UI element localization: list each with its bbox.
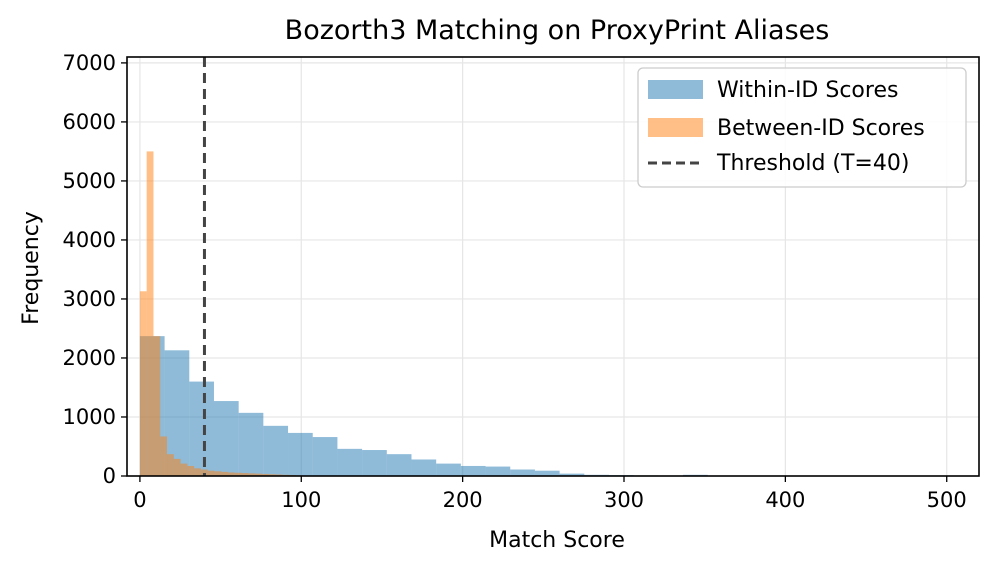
within-id-bar: [387, 454, 412, 476]
between-id-bar: [147, 151, 154, 476]
y-axis-label: Frequency: [19, 211, 44, 325]
x-tick-label: 100: [281, 488, 321, 512]
between-id-bar: [174, 459, 181, 476]
y-tick-label: 3000: [63, 287, 116, 311]
y-tick-label: 2000: [63, 346, 116, 370]
between-id-bar: [181, 464, 188, 476]
legend-label-threshold: Threshold (T=40): [716, 151, 909, 176]
within-id-bar: [411, 459, 436, 476]
within-id-bar: [486, 467, 511, 476]
y-tick-label: 4000: [63, 228, 116, 252]
between-id-bar: [187, 466, 194, 476]
x-axis-label: Match Score: [489, 528, 625, 553]
y-tick-label: 1000: [63, 405, 116, 429]
between-id-bar: [153, 336, 160, 476]
between-id-bar: [160, 436, 167, 476]
chart-title: Bozorth3 Matching on ProxyPrint Aliases: [285, 15, 830, 46]
within-id-bar: [214, 401, 239, 476]
legend: Within-ID Scores Between-ID Scores Thres…: [638, 68, 966, 187]
within-id-bar: [436, 464, 461, 476]
y-tick-label: 0: [103, 464, 116, 488]
between-id-bar: [140, 291, 147, 476]
legend-swatch-between: [648, 118, 703, 137]
y-tick-label: 5000: [63, 169, 116, 193]
between-id-bar: [167, 454, 174, 476]
within-id-bar: [189, 382, 214, 476]
x-tick-label: 300: [604, 488, 644, 512]
legend-label-between: Between-ID Scores: [717, 116, 925, 141]
between-id-bar: [194, 468, 201, 476]
within-id-bar: [337, 449, 362, 476]
within-id-bar: [362, 450, 387, 476]
within-id-bar: [313, 437, 338, 476]
x-tick-label: 400: [765, 488, 805, 512]
y-tick-label: 7000: [63, 51, 116, 75]
x-tick-label: 0: [133, 488, 146, 512]
within-id-bar: [263, 426, 288, 476]
within-id-bar: [461, 466, 486, 476]
y-tick-label: 6000: [63, 110, 116, 134]
within-id-bar: [288, 433, 313, 476]
legend-swatch-within: [648, 80, 703, 99]
legend-label-within: Within-ID Scores: [717, 78, 898, 103]
within-id-bar: [239, 413, 264, 476]
within-id-bar: [510, 470, 535, 476]
x-tick-label: 500: [927, 488, 967, 512]
x-tick-label: 200: [443, 488, 483, 512]
